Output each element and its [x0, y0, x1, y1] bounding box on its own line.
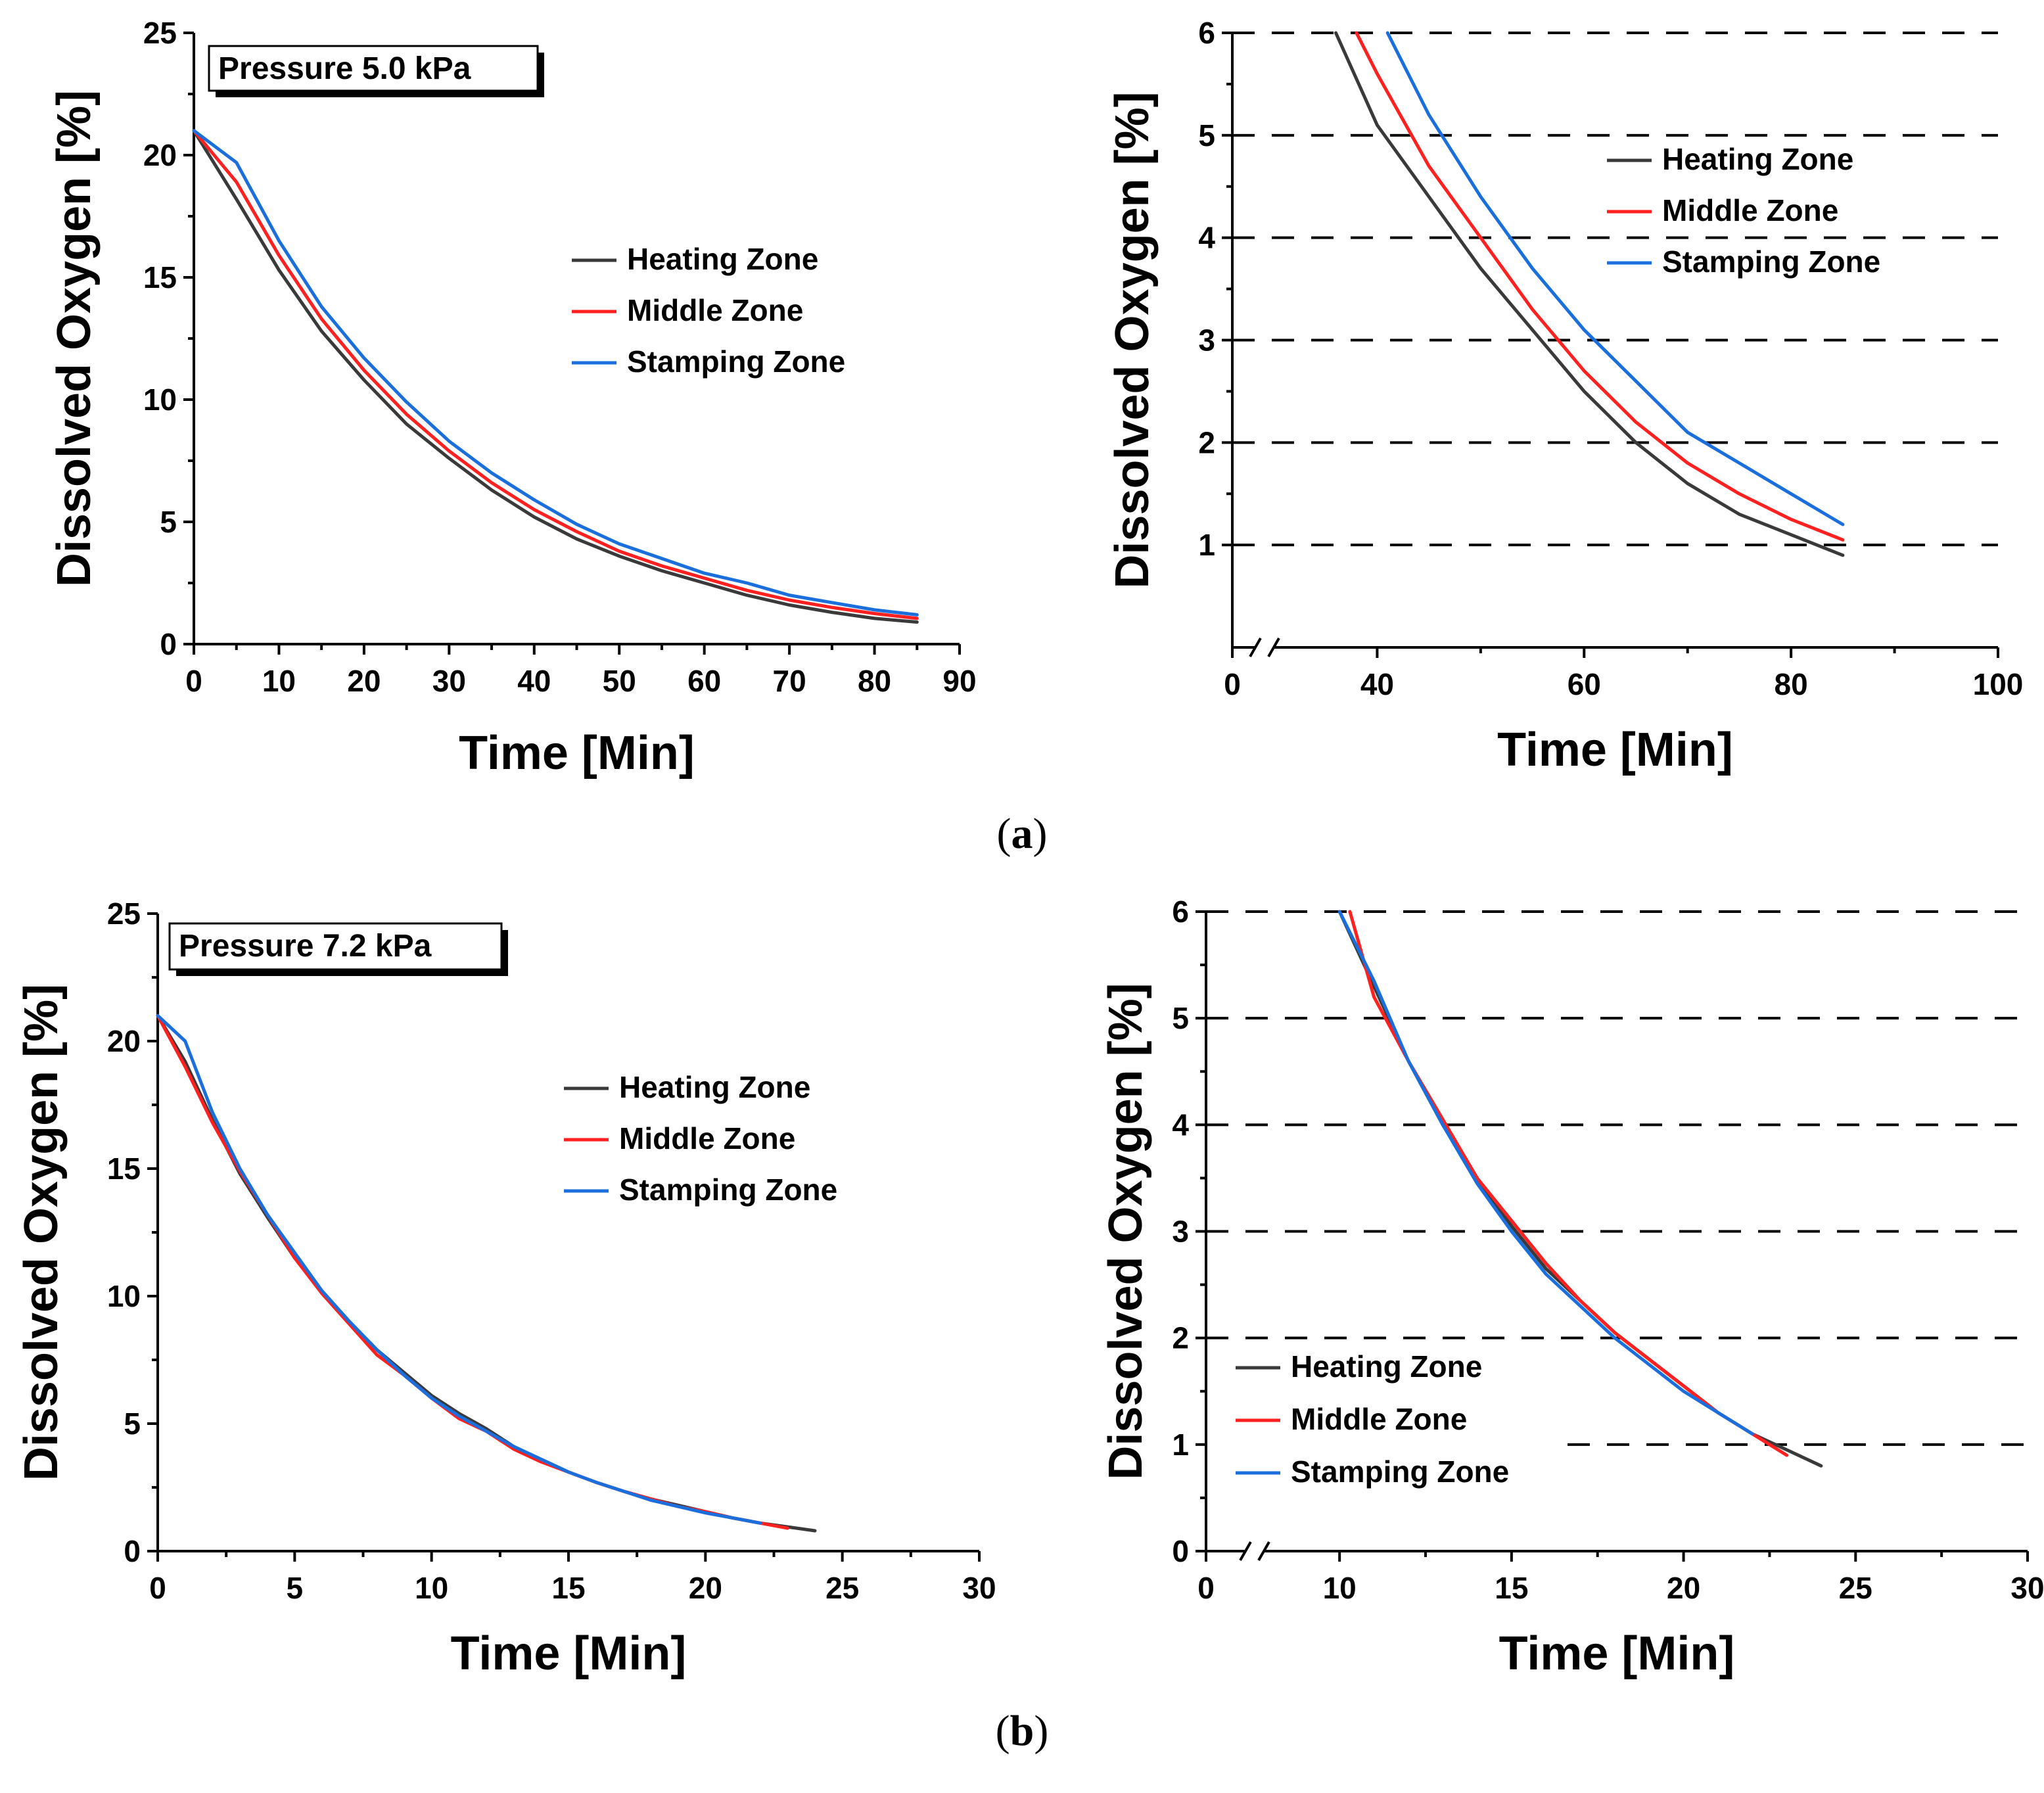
x-tick-label: 0 — [149, 1571, 166, 1605]
y-tick-label: 15 — [107, 1152, 141, 1186]
x-tick-label: 15 — [551, 1571, 585, 1605]
x-tick-label: 60 — [687, 664, 721, 698]
legend-label: Middle Zone — [1291, 1402, 1467, 1436]
y-axis-title: Dissolved Oxygen [%] — [15, 984, 68, 1481]
legend-label: Heating Zone — [627, 242, 818, 276]
axis-break-mark — [1257, 1541, 1270, 1561]
y-tick-label: 20 — [107, 1024, 141, 1058]
x-tick-label: 20 — [347, 664, 381, 698]
legend-label: Stamping Zone — [1662, 244, 1880, 279]
y-tick-label: 10 — [107, 1279, 141, 1313]
legend-label: Stamping Zone — [627, 344, 845, 379]
chart-a-left: 0 10 20 30 40 50 60 70 80 90 0 5 10 15 20 25 Time [Min] D… — [48, 16, 977, 780]
x-tick-label: 0 — [1224, 667, 1241, 701]
series-line-stamping-zone — [192, 129, 919, 617]
x-tick-label: 40 — [517, 664, 551, 698]
axis-break-mark — [1249, 638, 1262, 657]
series-line-heating-zone — [192, 129, 919, 624]
y-tick-label: 0 — [124, 1534, 141, 1568]
y-axis-title: Dissolved Oxygen [%] — [1106, 91, 1159, 588]
x-tick-label: 80 — [1775, 667, 1808, 701]
axis-break-mark — [1239, 1541, 1252, 1561]
y-tick-label: 0 — [1172, 1534, 1189, 1568]
y-axis-title: Dissolved Oxygen [%] — [48, 90, 101, 587]
panel-label-a: (a) — [997, 810, 1048, 858]
panel-label-b: (b) — [996, 1707, 1049, 1755]
x-tick-label: 30 — [432, 664, 466, 698]
x-axis-title: Time [Min] — [1497, 724, 1733, 776]
y-tick-label: 6 — [1172, 895, 1189, 929]
x-axis-title: Time [Min] — [1499, 1627, 1735, 1680]
y-axis-title: Dissolved Oxygen [%] — [1100, 983, 1152, 1479]
y-tick-label: 4 — [1198, 221, 1215, 255]
x-tick-label: 60 — [1568, 667, 1601, 701]
legend-label: Heating Zone — [1662, 142, 1853, 176]
chart-b-left: 0 5 10 15 20 25 30 0 5 10 15 20 25 Time [Min] Dissolve… — [15, 896, 996, 1680]
annotation-box — [208, 45, 539, 92]
x-tick-label: 30 — [2010, 1571, 2044, 1605]
x-tick-label: 5 — [287, 1571, 304, 1605]
axis-break-mark — [1267, 638, 1280, 657]
x-tick-label: 30 — [962, 1571, 996, 1605]
y-tick-label: 3 — [1198, 323, 1215, 358]
x-tick-label: 0 — [1197, 1571, 1215, 1605]
x-tick-label: 40 — [1360, 667, 1394, 701]
y-tick-label: 5 — [124, 1407, 141, 1441]
y-tick-label: 2 — [1198, 425, 1215, 459]
y-tick-label: 4 — [1172, 1107, 1189, 1142]
y-tick-label: 25 — [107, 896, 141, 931]
legend-label: Middle Zone — [619, 1121, 795, 1155]
annotation-text: Pressure 5.0 kPa — [218, 51, 471, 86]
x-tick-label: 10 — [1323, 1571, 1357, 1605]
x-tick-label: 20 — [1667, 1571, 1700, 1605]
legend-label: Middle Zone — [1662, 193, 1838, 227]
x-tick-label: 100 — [1973, 667, 2024, 701]
x-tick-label: 0 — [185, 664, 202, 698]
x-tick-label: 15 — [1495, 1571, 1528, 1605]
y-tick-label: 5 — [1172, 1001, 1189, 1035]
legend-label: Stamping Zone — [1291, 1455, 1509, 1489]
legend-label: Stamping Zone — [619, 1173, 837, 1207]
y-tick-label: 10 — [143, 383, 177, 417]
y-tick-label: 6 — [1198, 16, 1215, 50]
x-tick-label: 80 — [858, 664, 891, 698]
series-line-stamping-zone — [1385, 31, 1845, 526]
x-tick-label: 90 — [942, 664, 976, 698]
x-axis-title: Time [Min] — [451, 1627, 687, 1680]
y-tick-label: 20 — [143, 138, 177, 172]
legend-label: Middle Zone — [627, 293, 803, 327]
x-tick-label: 20 — [689, 1571, 722, 1605]
x-tick-label: 25 — [825, 1571, 859, 1605]
y-tick-label: 1 — [1198, 528, 1215, 562]
annotation-box — [168, 922, 503, 971]
y-tick-label: 3 — [1172, 1215, 1189, 1249]
y-tick-label: 1 — [1172, 1428, 1189, 1462]
y-tick-label: 2 — [1172, 1321, 1189, 1355]
y-tick-label: 5 — [1198, 118, 1215, 152]
x-tick-label: 10 — [262, 664, 296, 698]
y-tick-label: 0 — [160, 627, 177, 661]
x-axis-title: Time [Min] — [459, 727, 695, 780]
x-tick-label: 25 — [1839, 1571, 1872, 1605]
annotation-text: Pressure 7.2 kPa — [179, 929, 432, 964]
y-tick-label: 5 — [160, 505, 177, 539]
x-tick-label: 10 — [415, 1571, 448, 1605]
chart-b-right: 0 10 15 20 25 30 0 1 2 3 4 5 6 Time [Min] Dissolved Ox… — [1100, 895, 2044, 1680]
legend-label: Heating Zone — [1291, 1349, 1482, 1384]
x-tick-label: 70 — [773, 664, 806, 698]
series-line-middle-zone — [192, 129, 919, 620]
y-tick-label: 25 — [143, 16, 177, 50]
chart-a-right: 0 40 60 80 100 1 2 3 4 5 6 Time [Min] Dissolved Oxyg… — [1106, 16, 2023, 776]
x-tick-label: 50 — [603, 664, 636, 698]
legend-label: Heating Zone — [619, 1070, 810, 1104]
y-tick-label: 15 — [143, 260, 177, 294]
